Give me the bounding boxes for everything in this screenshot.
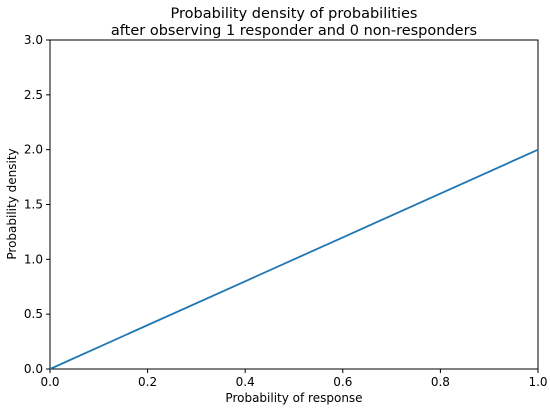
x-tick-label: 1.0 bbox=[528, 375, 547, 389]
y-tick-label: 1.5 bbox=[24, 198, 43, 212]
x-tick-label: 0.2 bbox=[138, 375, 157, 389]
x-tick-label: 0.8 bbox=[431, 375, 450, 389]
chart-subtitle: after observing 1 responder and 0 non-re… bbox=[111, 23, 477, 39]
y-tick-label: 2.5 bbox=[24, 88, 43, 102]
series-layer bbox=[49, 148, 539, 370]
y-axis-label: Probability density bbox=[5, 148, 19, 259]
y-axis-ticks: 0.0 0.5 1.0 1.5 2.0 2.5 3.0 bbox=[24, 33, 50, 376]
x-tick-label: 0.0 bbox=[40, 375, 59, 389]
series-line-0 bbox=[49, 148, 539, 370]
y-tick-label: 0.5 bbox=[24, 307, 43, 321]
x-tick-label: 0.6 bbox=[333, 375, 352, 389]
x-tick-label: 0.4 bbox=[236, 375, 255, 389]
y-tick-label: 0.0 bbox=[24, 362, 43, 376]
y-tick-label: 2.0 bbox=[24, 143, 43, 157]
y-tick-label: 1.0 bbox=[24, 252, 43, 266]
x-axis-ticks: 0.0 0.2 0.4 0.6 0.8 1.0 bbox=[40, 369, 548, 389]
x-axis-label: Probability of response bbox=[225, 391, 362, 405]
chart-title: Probability density of probabilities bbox=[171, 6, 418, 22]
y-tick-label: 3.0 bbox=[24, 33, 43, 47]
